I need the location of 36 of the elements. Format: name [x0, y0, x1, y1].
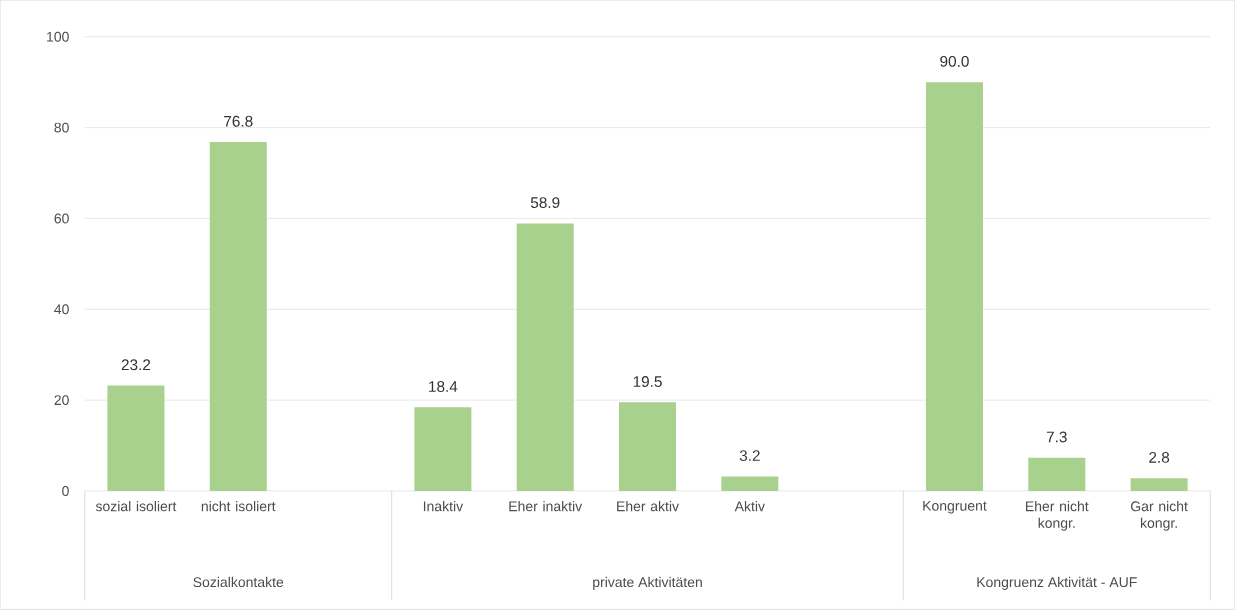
y-tick-label: 80	[54, 122, 69, 133]
y-tick-label: 100	[47, 31, 69, 42]
x-tick-label: Eher aktiv	[617, 501, 679, 512]
y-tick-label: 60	[54, 213, 69, 224]
y-tick-label: 40	[54, 304, 69, 315]
bar	[721, 476, 779, 492]
x-tick-label: Eher nicht kongr.	[1026, 501, 1089, 531]
y-tick-label: 20	[54, 395, 69, 406]
x-tick-label: sozial isoliert	[95, 501, 177, 512]
bar	[619, 402, 677, 492]
data-label: 7.3	[1046, 431, 1067, 443]
x-tick-label: Eher inaktiv	[509, 501, 583, 512]
bar	[1130, 478, 1188, 492]
data-label: 23.2	[121, 359, 151, 371]
x-tick-label: Gar nicht kongr.	[1131, 501, 1188, 531]
data-label: 18.4	[429, 381, 458, 393]
bar	[414, 407, 472, 492]
bar	[1028, 457, 1086, 492]
text: private Aktivitäten	[593, 576, 702, 591]
text: Sozialkontakte	[193, 576, 284, 588]
bar	[107, 385, 165, 492]
data-label: 76.8	[224, 116, 253, 127]
x-tick-label: Kongruent	[923, 501, 987, 514]
data-label: 2.8	[1149, 452, 1170, 463]
y-tick-label: 0	[62, 486, 69, 497]
text: Kongruenz Aktivität - AUF	[977, 576, 1137, 591]
bar	[925, 82, 983, 492]
data-label: 3.2	[739, 450, 760, 462]
data-label: 19.5	[633, 376, 662, 388]
bar	[516, 223, 574, 492]
bar	[209, 142, 267, 492]
data-label: 58.9	[530, 197, 560, 209]
x-tick-label: Aktiv	[734, 501, 765, 512]
x-tick-label: Inaktiv	[423, 501, 464, 512]
data-label: 90.0	[940, 56, 969, 67]
x-tick-label: nicht isoliert	[201, 501, 276, 512]
